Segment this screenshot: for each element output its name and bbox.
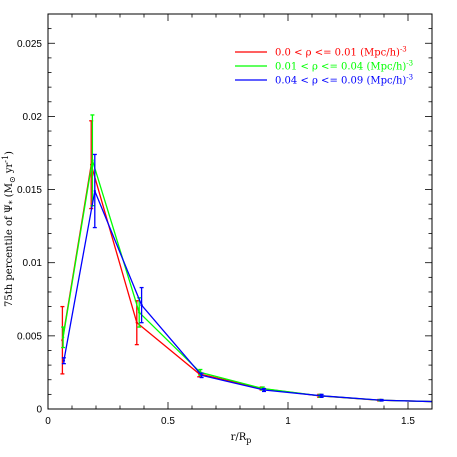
data-point (436, 400, 438, 402)
data-point (436, 400, 438, 402)
x-tick-label: 0.5 (161, 416, 175, 427)
y-tick-label: 0.02 (23, 112, 43, 123)
legend-label-2: 0.04 < ρ <= 0.09 (Mpc/h)-3 (275, 74, 413, 87)
axes: 0 0.5 1 1.5 0 0.005 0.01 0.015 0.02 0.025 (17, 13, 433, 427)
series-line-0 (61, 164, 432, 403)
plot-frame (47, 13, 433, 410)
data-point (262, 388, 266, 392)
data-point (200, 374, 203, 377)
data-point (61, 336, 65, 339)
series-line-2 (63, 188, 432, 403)
data-point (93, 189, 97, 193)
data-point (140, 303, 143, 307)
legend-label-1: 0.01 < ρ <= 0.04 (Mpc/h)-3 (275, 60, 413, 73)
y-tick-label: 0.015 (17, 185, 42, 196)
data-point (380, 399, 383, 402)
data-point (138, 311, 141, 314)
y-tick-label: 0.025 (17, 39, 42, 50)
x-tick-label: 1.5 (401, 416, 415, 427)
y-axis-label: 75th percentile of Ψ* (M⊙ yr-1) (1, 151, 17, 307)
x-tick-label: 1 (285, 416, 291, 427)
y-tick-label: 0.005 (17, 331, 42, 342)
x-axis-label: r/Rp (231, 432, 252, 445)
plot-area (60, 114, 438, 403)
data-point (62, 359, 66, 362)
data-point (135, 321, 138, 324)
x-tick-label: 0 (45, 416, 51, 427)
series-line-1 (62, 160, 432, 403)
legend-label-0: 0.0 < ρ <= 0.01 (Mpc/h)-3 (275, 46, 407, 59)
data-point (91, 159, 94, 162)
y-tick-label: 0 (36, 405, 42, 416)
y-tick-label: 0.01 (23, 258, 43, 269)
data-point (320, 394, 323, 398)
legend: 0.0 < ρ <= 0.01 (Mpc/h)-30.01 < ρ <= 0.0… (235, 46, 413, 87)
data-point (436, 400, 438, 402)
